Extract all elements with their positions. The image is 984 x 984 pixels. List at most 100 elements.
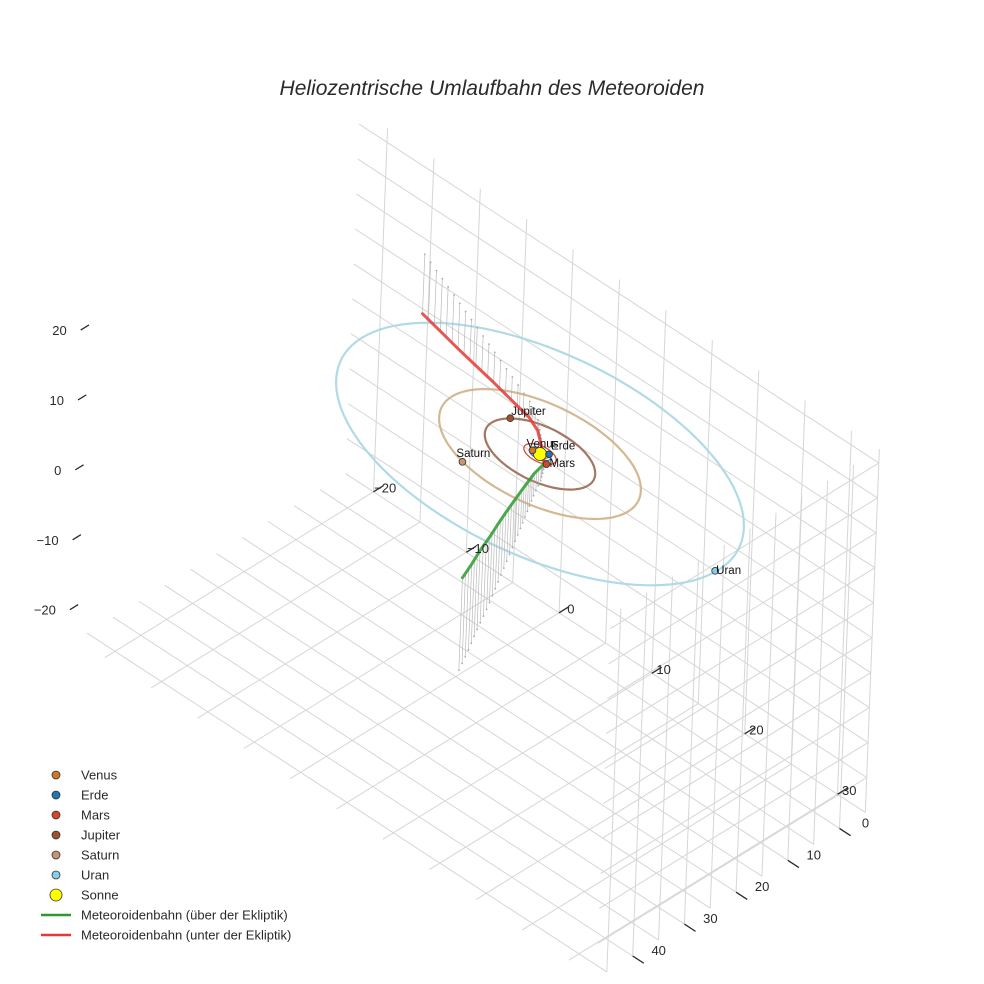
wall-grid-line — [864, 448, 880, 813]
floor-grid-line — [138, 600, 659, 941]
drop-line-foot — [516, 533, 519, 536]
drop-line — [512, 500, 515, 548]
drop-line-foot — [458, 302, 461, 305]
drop-line-foot — [464, 310, 467, 313]
wall-grid-line — [346, 438, 867, 778]
wall-grid-line — [600, 707, 870, 874]
drop-line — [531, 475, 533, 501]
wall-grid-line — [609, 462, 880, 630]
floor-grid-line — [568, 793, 838, 961]
floor-grid-line — [216, 552, 737, 893]
planet-label-jupiter: Jupiter — [511, 406, 546, 418]
wall-grid-line — [761, 512, 777, 877]
drop-line-foot — [447, 286, 450, 288]
drop-line-foot — [511, 375, 514, 378]
legend-marker-swatch — [51, 870, 61, 880]
drop-line — [487, 344, 490, 377]
drop-line — [499, 360, 501, 389]
floor-grid-line — [336, 642, 606, 810]
wall-grid-line — [350, 333, 872, 674]
wall-grid-line — [348, 403, 869, 743]
drop-line-foot — [429, 261, 432, 264]
drop-line-foot — [530, 499, 533, 502]
drop-line-foot — [453, 294, 455, 297]
wall-grid-line — [465, 188, 481, 553]
floor-grid-line — [429, 703, 699, 870]
wall-grid-line — [837, 430, 853, 795]
drop-line-foot — [435, 269, 438, 272]
x-axis-tick — [837, 787, 848, 795]
wall-grid-line — [349, 368, 870, 709]
drop-line — [461, 573, 466, 664]
floor-grid-line — [190, 568, 711, 909]
y-axis-tick — [787, 859, 800, 869]
legend-item[interactable]: Mars — [51, 808, 110, 823]
drop-line — [529, 478, 531, 507]
drop-line — [489, 533, 493, 603]
drop-line-foot — [494, 587, 497, 590]
z-axis-tick — [77, 394, 87, 401]
z-axis-tick — [72, 534, 82, 541]
wall-grid-line — [605, 279, 621, 644]
drop-line — [479, 546, 484, 623]
drop-line — [433, 270, 437, 326]
drop-line — [522, 487, 525, 523]
wall-grid-line — [352, 298, 873, 639]
legend-label: Meteoroidenbahn (unter der Ekliptik) — [81, 928, 291, 943]
legend-item[interactable]: Jupiter — [51, 828, 121, 843]
legend-item[interactable]: Erde — [51, 788, 108, 803]
axes-grid — [86, 123, 880, 973]
legend-label: Saturn — [81, 848, 119, 863]
floor-grid-line — [521, 763, 792, 931]
drop-line-foot — [539, 479, 542, 482]
drop-line-foot — [461, 662, 463, 665]
x-tick-label: 20 — [749, 722, 763, 737]
orbit-ring-uran — [334, 321, 746, 587]
drop-line — [475, 327, 478, 366]
wall-grid-line — [558, 249, 574, 613]
legend-item[interactable]: Uran — [51, 868, 109, 883]
legend-item[interactable]: Meteoroidenbahn (über der Ekliptik) — [41, 908, 288, 923]
wall-grid-line — [358, 123, 880, 464]
z-axis-tick — [80, 324, 90, 331]
drop-line-foot — [537, 423, 540, 426]
drop-line-foot — [482, 335, 485, 337]
y-tick-label: 20 — [755, 879, 769, 894]
x-tick-label: −20 — [374, 480, 396, 495]
x-tick-label: 0 — [567, 601, 574, 616]
wall-grid-line — [604, 602, 874, 770]
legend-item[interactable]: Venus — [51, 768, 118, 783]
drop-line-foot — [505, 367, 508, 370]
floor-grid-line — [164, 584, 685, 925]
axis-ticks: −20 −10 0 10 20 30 0 10 20 30 40 −20 −10 0 10 20 — [34, 323, 869, 964]
legend-item[interactable]: Meteoroidenbahn (unter der Ekliptik) — [41, 928, 291, 943]
y-axis-tick — [735, 891, 748, 901]
legend-item[interactable]: Sonne — [49, 888, 119, 903]
drop-line-foot — [537, 484, 540, 487]
legend-label: Venus — [81, 768, 118, 783]
drop-line-foot — [528, 400, 531, 403]
wall-grid-line — [744, 370, 760, 734]
legend-label: Mars — [81, 808, 110, 823]
drop-line-foot — [493, 351, 496, 354]
wall-grid-line — [658, 576, 674, 941]
floor-grid-line — [319, 489, 840, 829]
x-axis-tick — [373, 485, 384, 493]
drop-line — [497, 520, 501, 582]
drop-line-foot — [464, 655, 467, 658]
drop-line-foot — [534, 489, 537, 492]
legend-item[interactable]: Saturn — [51, 848, 119, 863]
planet-label-uran: Uran — [716, 565, 741, 577]
drop-line — [458, 577, 463, 671]
drop-line — [522, 393, 525, 412]
floor-grid-line — [382, 672, 653, 840]
y-tick-label: 0 — [862, 815, 869, 830]
drop-line-foot — [511, 546, 514, 549]
drop-line — [457, 303, 461, 349]
drop-line-foot — [514, 540, 516, 543]
legend[interactable]: Venus Erde Mars Jupiter Saturn Uran Sonne Meteo… — [41, 768, 291, 943]
drop-line-foot — [502, 567, 505, 570]
planet-marker-erde — [545, 450, 553, 459]
legend-marker-swatch — [51, 850, 61, 860]
drop-line — [439, 278, 443, 332]
